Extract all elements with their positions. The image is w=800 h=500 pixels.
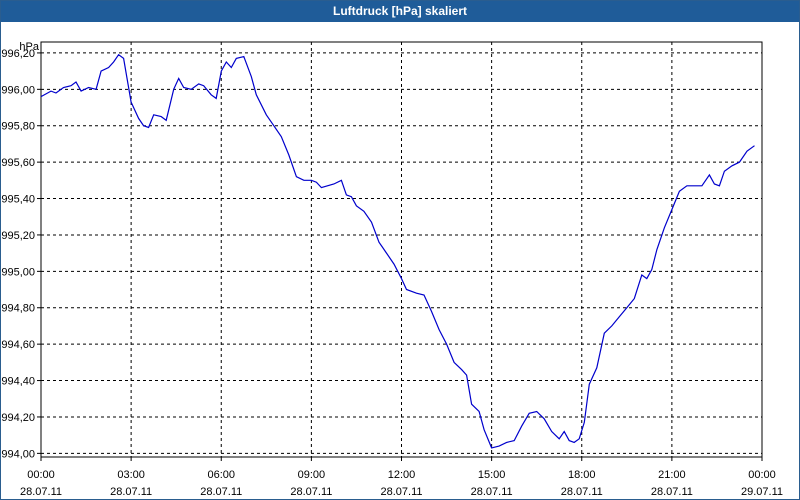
y-tick-label: 995,40: [1, 194, 35, 206]
y-tick-label: 994,40: [1, 376, 35, 388]
chart-title: Luftdruck [hPa] skaliert: [1, 1, 799, 22]
x-tick-label-date: 28.07.11: [290, 486, 332, 498]
x-tick-label-time: 00:00: [27, 469, 55, 481]
pressure-series-line: [40, 53, 755, 449]
x-tick-label-date: 28.07.11: [471, 486, 513, 498]
x-tick-label-date: 28.07.11: [561, 486, 603, 498]
plot-area: [40, 41, 763, 458]
x-tick-label-time: 09:00: [298, 469, 326, 481]
x-tick-label-date: 28.07.11: [380, 486, 422, 498]
y-tick-label: 994,00: [1, 448, 35, 460]
x-tick-label-time: 06:00: [207, 469, 235, 481]
y-axis-unit: hPa: [19, 41, 39, 53]
y-tick-label: 995,00: [1, 266, 35, 278]
x-tick-label-date: 28.07.11: [110, 486, 152, 498]
x-tick-label-date: 28.07.11: [20, 486, 62, 498]
x-tick-label-time: 00:00: [748, 469, 776, 481]
y-tick-label: 994,20: [1, 412, 35, 424]
y-tick-label: 994,60: [1, 339, 35, 351]
y-tick-label: 994,80: [1, 303, 35, 315]
x-tick-label-time: 15:00: [478, 469, 506, 481]
x-tick-label-date: 29.07.11: [741, 486, 783, 498]
x-tick-label-date: 28.07.11: [200, 486, 242, 498]
x-tick-label-time: 21:00: [658, 469, 686, 481]
x-tick-label-time: 12:00: [388, 469, 416, 481]
y-tick-label: 996,00: [1, 84, 35, 96]
y-tick-label: 996,20: [1, 48, 35, 60]
y-tick-label: 995,20: [1, 230, 35, 242]
y-tick-label: 995,60: [1, 157, 35, 169]
x-tick-label-time: 03:00: [117, 469, 145, 481]
y-tick-label: 995,80: [1, 121, 35, 133]
x-tick-label-date: 28.07.11: [651, 486, 693, 498]
x-tick-label-time: 18:00: [568, 469, 596, 481]
